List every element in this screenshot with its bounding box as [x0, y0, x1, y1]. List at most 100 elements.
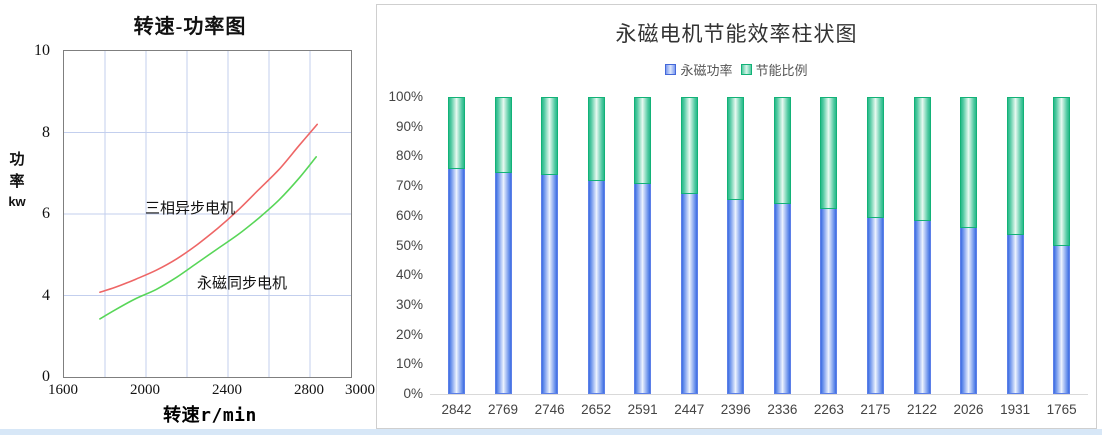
bar-segment-saving-ratio — [773, 97, 791, 204]
bar-segment-saving-ratio — [448, 97, 465, 170]
bar-segment-saving-ratio — [494, 97, 512, 174]
curve-pm-synchronous — [99, 156, 317, 320]
bar-segment-pm-power — [866, 217, 884, 394]
category-label: 2769 — [488, 402, 519, 417]
bar-segment-pm-power — [680, 194, 698, 394]
left-chart-title: 转速-功率图 — [133, 16, 247, 38]
category-label: 2591 — [627, 402, 658, 417]
bar-2447 — [680, 97, 698, 394]
bar-1931 — [1006, 97, 1024, 394]
bar-2263 — [820, 97, 838, 394]
category-label: 2447 — [674, 402, 705, 417]
bar-2769 — [494, 97, 512, 394]
category-label: 2652 — [581, 402, 612, 417]
left-chart-y-ticks: 10 8 6 4 0 — [0, 43, 58, 385]
bar-2591 — [634, 97, 652, 394]
y-tick-label: 6 — [42, 205, 50, 222]
right-chart-title: 永磁电机节能效率柱状图 — [615, 23, 858, 46]
bar-segment-saving-ratio — [960, 97, 978, 229]
percent-tick-label: 60% — [395, 207, 423, 223]
category-label: 2175 — [860, 402, 891, 417]
percent-tick-label: 70% — [395, 178, 423, 194]
bar-segment-pm-power — [1006, 235, 1024, 394]
bar-segment-saving-ratio — [866, 97, 884, 218]
y-axis-label-unit: kw — [8, 194, 26, 209]
bar-segment-saving-ratio — [680, 97, 698, 195]
legend-label-pm-power: 永磁功率 — [680, 62, 733, 78]
category-label: 2336 — [767, 402, 798, 417]
x-tick-label: 3000 — [345, 382, 375, 398]
x-tick-label: 2000 — [130, 382, 160, 398]
x-tick-label: 1600 — [48, 382, 78, 398]
percent-tick-label: 40% — [395, 267, 423, 283]
bar-segment-pm-power — [1053, 245, 1071, 394]
category-label: 2026 — [953, 402, 984, 417]
legend-label-saving-ratio: 节能比例 — [755, 62, 808, 78]
percent-tick-label: 50% — [395, 237, 423, 253]
percent-tick-label: 90% — [395, 118, 423, 134]
legend-item-pm-power: 永磁功率 — [665, 60, 733, 79]
y-axis-label-char: 功 — [9, 151, 25, 168]
speed-power-line-chart: 转速-功率图 功 率 kw 10 8 6 4 0 三相异步电机 永磁同步电机 1600 2… — [0, 0, 375, 428]
bar-segment-saving-ratio — [913, 97, 931, 221]
series-label-asynchronous-motor: 三相异步电机 — [145, 201, 236, 217]
left-chart-plot-area: 三相异步电机 永磁同步电机 — [63, 50, 352, 378]
category-label: 2263 — [813, 402, 844, 417]
bar-2842 — [448, 97, 465, 394]
bar-segment-saving-ratio — [541, 97, 559, 176]
percent-tick-label: 20% — [395, 326, 423, 342]
y-axis-label-char: 率 — [9, 173, 25, 190]
bar-segment-pm-power — [634, 183, 652, 394]
category-label: 2746 — [534, 402, 565, 417]
chart-legend: 永磁功率 节能比例 — [377, 60, 1096, 78]
bar-segment-pm-power — [448, 169, 465, 394]
right-chart-y-ticks: 0% 10% 20% 30% 40% 50% 60% 70% 80% 90% 100% — [377, 89, 423, 401]
bar-segment-pm-power — [727, 199, 745, 394]
category-label: 1931 — [1000, 402, 1031, 417]
bar-2652 — [587, 97, 605, 394]
right-chart-category-labels: 2842 2769 2746 2652 2591 2447 2396 2336 2263 2175… — [430, 402, 1088, 420]
bar-segment-saving-ratio — [634, 97, 652, 184]
bar-2122 — [913, 97, 931, 394]
left-chart-y-axis-label: 功 率 kw — [2, 149, 32, 211]
bar-segment-pm-power — [913, 220, 931, 394]
left-chart-x-ticks: 1600 2000 2400 2800 3000 — [48, 382, 375, 400]
curve-asynchronous — [99, 123, 318, 293]
right-chart-plot-area — [430, 97, 1088, 395]
line-chart-canvas — [64, 51, 351, 377]
percent-tick-label: 30% — [395, 296, 423, 312]
y-tick-label: 0 — [42, 368, 50, 385]
percent-tick-label: 80% — [395, 148, 423, 164]
bar-segment-pm-power — [541, 175, 559, 394]
x-tick-label: 2800 — [294, 382, 324, 398]
efficiency-bar-chart-card: 永磁电机节能效率柱状图 永磁功率 节能比例 0% 10% 20% 30% 40% 50% 6… — [376, 4, 1097, 429]
legend-item-saving-ratio: 节能比例 — [740, 60, 808, 79]
y-tick-label: 10 — [34, 42, 50, 59]
category-label: 2396 — [720, 402, 751, 417]
legend-swatch-green-icon — [740, 63, 752, 75]
y-tick-label: 8 — [42, 123, 50, 141]
bar-2396 — [727, 97, 745, 394]
category-label: 2842 — [441, 402, 472, 417]
percent-tick-label: 100% — [388, 89, 423, 104]
bottom-strip — [0, 429, 1102, 435]
x-axis-line — [430, 394, 1088, 395]
category-label: 1765 — [1046, 402, 1077, 417]
bar-segment-pm-power — [494, 173, 512, 394]
legend-swatch-blue-icon — [665, 63, 677, 75]
bar-2336 — [773, 97, 791, 394]
percent-tick-label: 0% — [403, 386, 423, 401]
x-tick-label: 2400 — [212, 382, 242, 398]
bar-2746 — [541, 97, 559, 394]
bar-segment-saving-ratio — [820, 97, 838, 209]
percent-tick-label: 10% — [395, 356, 423, 372]
bar-segment-saving-ratio — [727, 97, 745, 200]
series-label-pm-synchronous-motor: 永磁同步电机 — [197, 276, 288, 292]
bar-segment-saving-ratio — [587, 97, 605, 182]
y-tick-label: 4 — [42, 286, 50, 304]
bar-segment-pm-power — [960, 228, 978, 394]
bar-2026 — [960, 97, 978, 394]
bar-2175 — [866, 97, 884, 394]
bar-1765 — [1053, 97, 1071, 394]
